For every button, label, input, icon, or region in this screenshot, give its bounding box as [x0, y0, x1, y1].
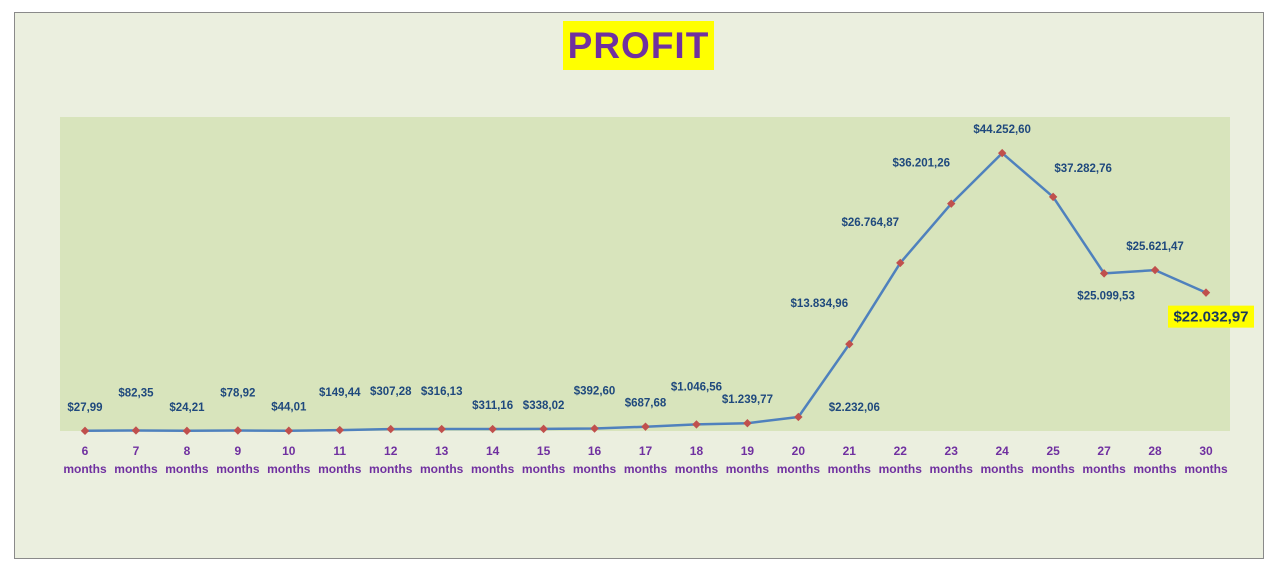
- x-tick-label: 9: [235, 444, 242, 458]
- data-label: $82,35: [118, 387, 154, 399]
- data-point-marker: [284, 426, 294, 435]
- x-tick-unit-label: months: [573, 462, 617, 476]
- x-tick-unit-label: months: [63, 462, 107, 476]
- x-tick-label: 10: [282, 444, 296, 458]
- x-tick-unit-label: months: [1184, 462, 1228, 476]
- data-label: $311,16: [472, 400, 513, 412]
- data-point-marker: [641, 422, 650, 431]
- data-point-marker: [131, 426, 141, 435]
- data-point-marker: [997, 148, 1007, 158]
- x-tick-label: 6: [82, 444, 89, 458]
- data-point-marker: [692, 420, 701, 429]
- data-point-marker: [386, 424, 395, 434]
- data-point-marker: [539, 424, 548, 434]
- data-point-marker: [437, 424, 446, 434]
- x-tick-label: 11: [333, 444, 346, 458]
- x-tick-label: 8: [184, 444, 191, 458]
- data-point-marker: [1048, 192, 1058, 202]
- data-label: $37.282,76: [1054, 163, 1112, 175]
- x-tick-label: 28: [1148, 444, 1162, 458]
- x-tick-label: 13: [435, 444, 449, 458]
- x-tick-label: 12: [384, 444, 398, 458]
- x-tick-label: 16: [588, 444, 602, 458]
- x-tick-label: 27: [1097, 444, 1111, 458]
- x-axis: 6 months 7 months 8 months 9 months 10 months 11 mo…: [63, 444, 1228, 476]
- x-tick-unit-label: months: [1082, 462, 1126, 476]
- x-tick-unit-label: months: [1133, 462, 1177, 476]
- x-tick-unit-label: months: [879, 462, 923, 476]
- plot-area: [60, 117, 1230, 431]
- x-tick-label: 14: [486, 444, 500, 458]
- data-point-marker: [182, 426, 192, 436]
- x-tick-label: 18: [690, 444, 704, 458]
- data-point-marker: [896, 258, 905, 268]
- x-tick-unit-label: months: [471, 462, 515, 476]
- data-label: $316,13: [421, 386, 463, 398]
- data-label: $27,99: [67, 402, 102, 414]
- x-tick-label: 19: [741, 444, 755, 458]
- data-label: $338,02: [523, 400, 565, 412]
- x-tick-unit-label: months: [675, 462, 719, 476]
- data-label-layer: $27,99 $82,35 $24,21 $78,92 $44,01 $149,44 $30…: [67, 124, 1254, 414]
- x-tick-label: 22: [894, 444, 908, 458]
- data-point-marker: [80, 426, 90, 436]
- data-label: $149,44: [319, 387, 361, 399]
- x-tick-label: 20: [792, 444, 806, 458]
- data-label: $78,92: [220, 388, 255, 400]
- data-label: $44.252,60: [973, 124, 1031, 136]
- data-label: $1.046,56: [671, 381, 722, 393]
- highlight-label-background: [1168, 305, 1254, 328]
- x-tick-label: 17: [639, 444, 653, 458]
- x-tick-unit-label: months: [318, 462, 362, 476]
- data-label-latest: $22.032,97: [1173, 309, 1248, 326]
- x-tick-label: 7: [133, 444, 140, 458]
- x-tick-unit-label: months: [777, 462, 821, 476]
- x-tick-unit-label: months: [369, 462, 413, 476]
- data-point-marker: [335, 425, 344, 435]
- data-label: $13.834,96: [791, 298, 849, 310]
- data-point-marker: [488, 424, 497, 434]
- data-label: $687,68: [625, 398, 667, 410]
- data-label: $307,28: [370, 386, 412, 398]
- data-label: $25.621,47: [1126, 241, 1184, 253]
- data-point-marker: [1201, 288, 1211, 297]
- x-tick-unit-label: months: [981, 462, 1025, 476]
- data-point-marker: [1150, 265, 1160, 275]
- x-tick-unit-label: months: [267, 462, 311, 476]
- x-tick-unit-label: months: [522, 462, 566, 476]
- data-point-marker: [845, 339, 854, 349]
- data-label: $392,60: [574, 386, 616, 398]
- x-tick-label: 25: [1046, 444, 1060, 458]
- data-point-marker: [794, 412, 803, 422]
- x-tick-unit-label: months: [420, 462, 464, 476]
- x-tick-unit-label: months: [114, 462, 158, 476]
- data-point-marker: [233, 426, 243, 435]
- data-point-marker: [1099, 269, 1109, 278]
- x-tick-unit-label: months: [726, 462, 770, 476]
- x-tick-unit-label: months: [624, 462, 668, 476]
- data-point-marker: [743, 419, 752, 428]
- x-tick-label: 21: [843, 444, 857, 458]
- data-label: $26.764,87: [841, 217, 899, 229]
- x-tick-unit-label: months: [1031, 462, 1075, 476]
- x-tick-label: 23: [945, 444, 959, 458]
- x-tick-unit-label: months: [216, 462, 260, 476]
- data-label: $36.201,26: [892, 158, 950, 170]
- data-point-marker: [947, 199, 956, 208]
- data-label: $1.239,77: [722, 394, 773, 406]
- series-layer: [80, 148, 1211, 436]
- chart-title: PROFIT: [563, 21, 714, 70]
- data-label: $25.099,53: [1077, 290, 1135, 302]
- x-tick-unit-label: months: [828, 462, 872, 476]
- x-tick-label: 15: [537, 444, 551, 458]
- data-label: $2.232,06: [829, 402, 880, 414]
- x-tick-unit-label: months: [165, 462, 209, 476]
- data-label: $24,21: [169, 402, 205, 414]
- x-tick-label: 24: [996, 444, 1010, 458]
- data-point-marker: [590, 424, 599, 433]
- x-tick-label: 30: [1199, 444, 1213, 458]
- x-tick-unit-label: months: [930, 462, 974, 476]
- data-label: $44,01: [271, 402, 307, 414]
